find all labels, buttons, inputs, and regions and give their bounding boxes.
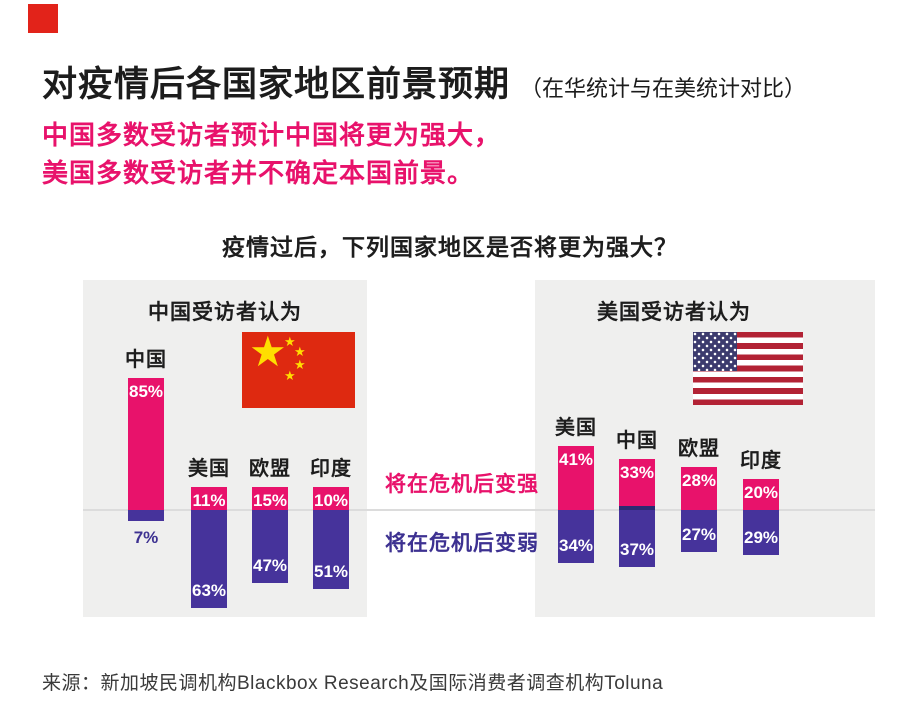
bar-segment-stronger: 28% <box>681 466 717 510</box>
bar-segment-stronger: 41% <box>558 446 594 510</box>
panel-us-header: 美国受访者认为 <box>597 301 751 324</box>
bar-eu: 欧盟 28% 27% <box>678 280 720 617</box>
bar-segment-stronger: 85% <box>128 378 164 510</box>
panel-china-header: 中国受访者认为 <box>148 301 302 324</box>
bar-segment-stronger: 11% <box>191 487 227 510</box>
value-label: 63% <box>191 580 227 600</box>
panel-china-respondents: 中国受访者认为 ★ ★ ★ ★ ★ 中国 85% 7% 美国 <box>83 280 367 617</box>
bar-segment-stronger: 10% <box>313 487 349 510</box>
flag-small-star-icon: ★ <box>284 334 296 349</box>
bar-label: 印度 <box>310 458 352 480</box>
bar-segment-stronger: 20% <box>743 479 779 510</box>
bar-usa: 美国 11% 63% <box>188 280 230 617</box>
value-label: 34% <box>558 535 594 555</box>
subtitle-line-1: 中国多数受访者预计中国将更为强大， <box>42 120 502 150</box>
value-label: 37% <box>619 540 655 560</box>
bar-eu: 欧盟 15% 47% <box>249 280 291 617</box>
flag-big-star-icon: ★ <box>249 328 287 375</box>
page-title-suffix: （在华统计与在美统计对比） <box>520 76 807 101</box>
brand-logo <box>28 4 58 33</box>
zero-baseline <box>83 509 875 511</box>
value-label: 28% <box>681 470 717 490</box>
legend-stronger: 将在危机后变强 <box>385 473 539 496</box>
bar-china: 中国 85% 7% <box>125 280 167 617</box>
bar-segment-weaker: 27% <box>681 510 717 552</box>
us-flag-icon <box>693 332 803 405</box>
value-label: 20% <box>743 483 779 502</box>
value-label: 11% <box>192 491 226 510</box>
bar-segment-stronger: 15% <box>252 486 288 510</box>
value-label: 29% <box>743 527 779 547</box>
chart-question: 疫情过后，下列国家地区是否将更为强大？ <box>222 234 678 260</box>
bar-segment-weaker: 34% <box>558 510 594 563</box>
bar-label: 中国 <box>125 349 167 372</box>
value-label: 41% <box>558 450 594 470</box>
value-label: 47% <box>252 555 288 575</box>
bar-label: 欧盟 <box>249 457 291 480</box>
bar-segment-weaker: 37% <box>619 510 655 568</box>
bar-segment-weaker: 47% <box>252 510 288 583</box>
china-flag-icon: ★ ★ ★ ★ ★ <box>242 328 355 408</box>
bar-segment-weaker: 63% <box>191 510 227 608</box>
value-label: 7% <box>133 527 159 547</box>
source-note: 来源：新加坡民调机构Blackbox Research及国际消费者调查机构Tol… <box>42 673 664 694</box>
bar-label: 中国 <box>616 429 658 452</box>
flag-small-star-icon: ★ <box>294 357 306 372</box>
value-label: 85% <box>128 382 164 402</box>
bar-china: 中国 33% 37% <box>616 280 658 617</box>
value-label: 51% <box>313 562 349 582</box>
bar-segment-weaker <box>128 510 164 521</box>
value-label: 33% <box>619 462 655 482</box>
bar-segment-weaker: 29% <box>743 510 779 555</box>
bar-label: 印度 <box>740 450 782 472</box>
bar-india: 印度 20% 29% <box>740 280 782 617</box>
value-label: 10% <box>313 491 349 510</box>
panel-us-respondents: 美国受访者认为 美国 41% 34% 中国 33% <box>535 280 875 617</box>
value-label: 27% <box>681 524 717 544</box>
page-title: 对疫情后各国家地区前景预期 <box>42 65 511 104</box>
bar-label: 美国 <box>188 458 230 480</box>
value-label: 15% <box>252 490 288 510</box>
bar-segment-stronger: 33% <box>619 458 655 510</box>
bar-label: 美国 <box>555 417 597 440</box>
flag-small-star-icon: ★ <box>294 344 306 359</box>
us-flag-canton <box>693 332 737 372</box>
bar-india: 印度 10% 51% <box>310 280 352 617</box>
subtitle: 中国多数受访者预计中国将更为强大， 美国多数受访者并不确定本国前景。 <box>42 116 501 192</box>
title-row: 对疫情后各国家地区前景预期 （在华统计与在美统计对比） <box>42 56 806 107</box>
bar-segment-weaker: 51% <box>313 510 349 590</box>
flag-small-star-icon: ★ <box>284 368 296 383</box>
bar-label: 欧盟 <box>678 437 720 460</box>
subtitle-line-2: 美国多数受访者并不确定本国前景。 <box>42 158 475 188</box>
bar-usa: 美国 41% 34% <box>555 280 597 617</box>
legend-weaker: 将在危机后变弱 <box>385 532 539 555</box>
